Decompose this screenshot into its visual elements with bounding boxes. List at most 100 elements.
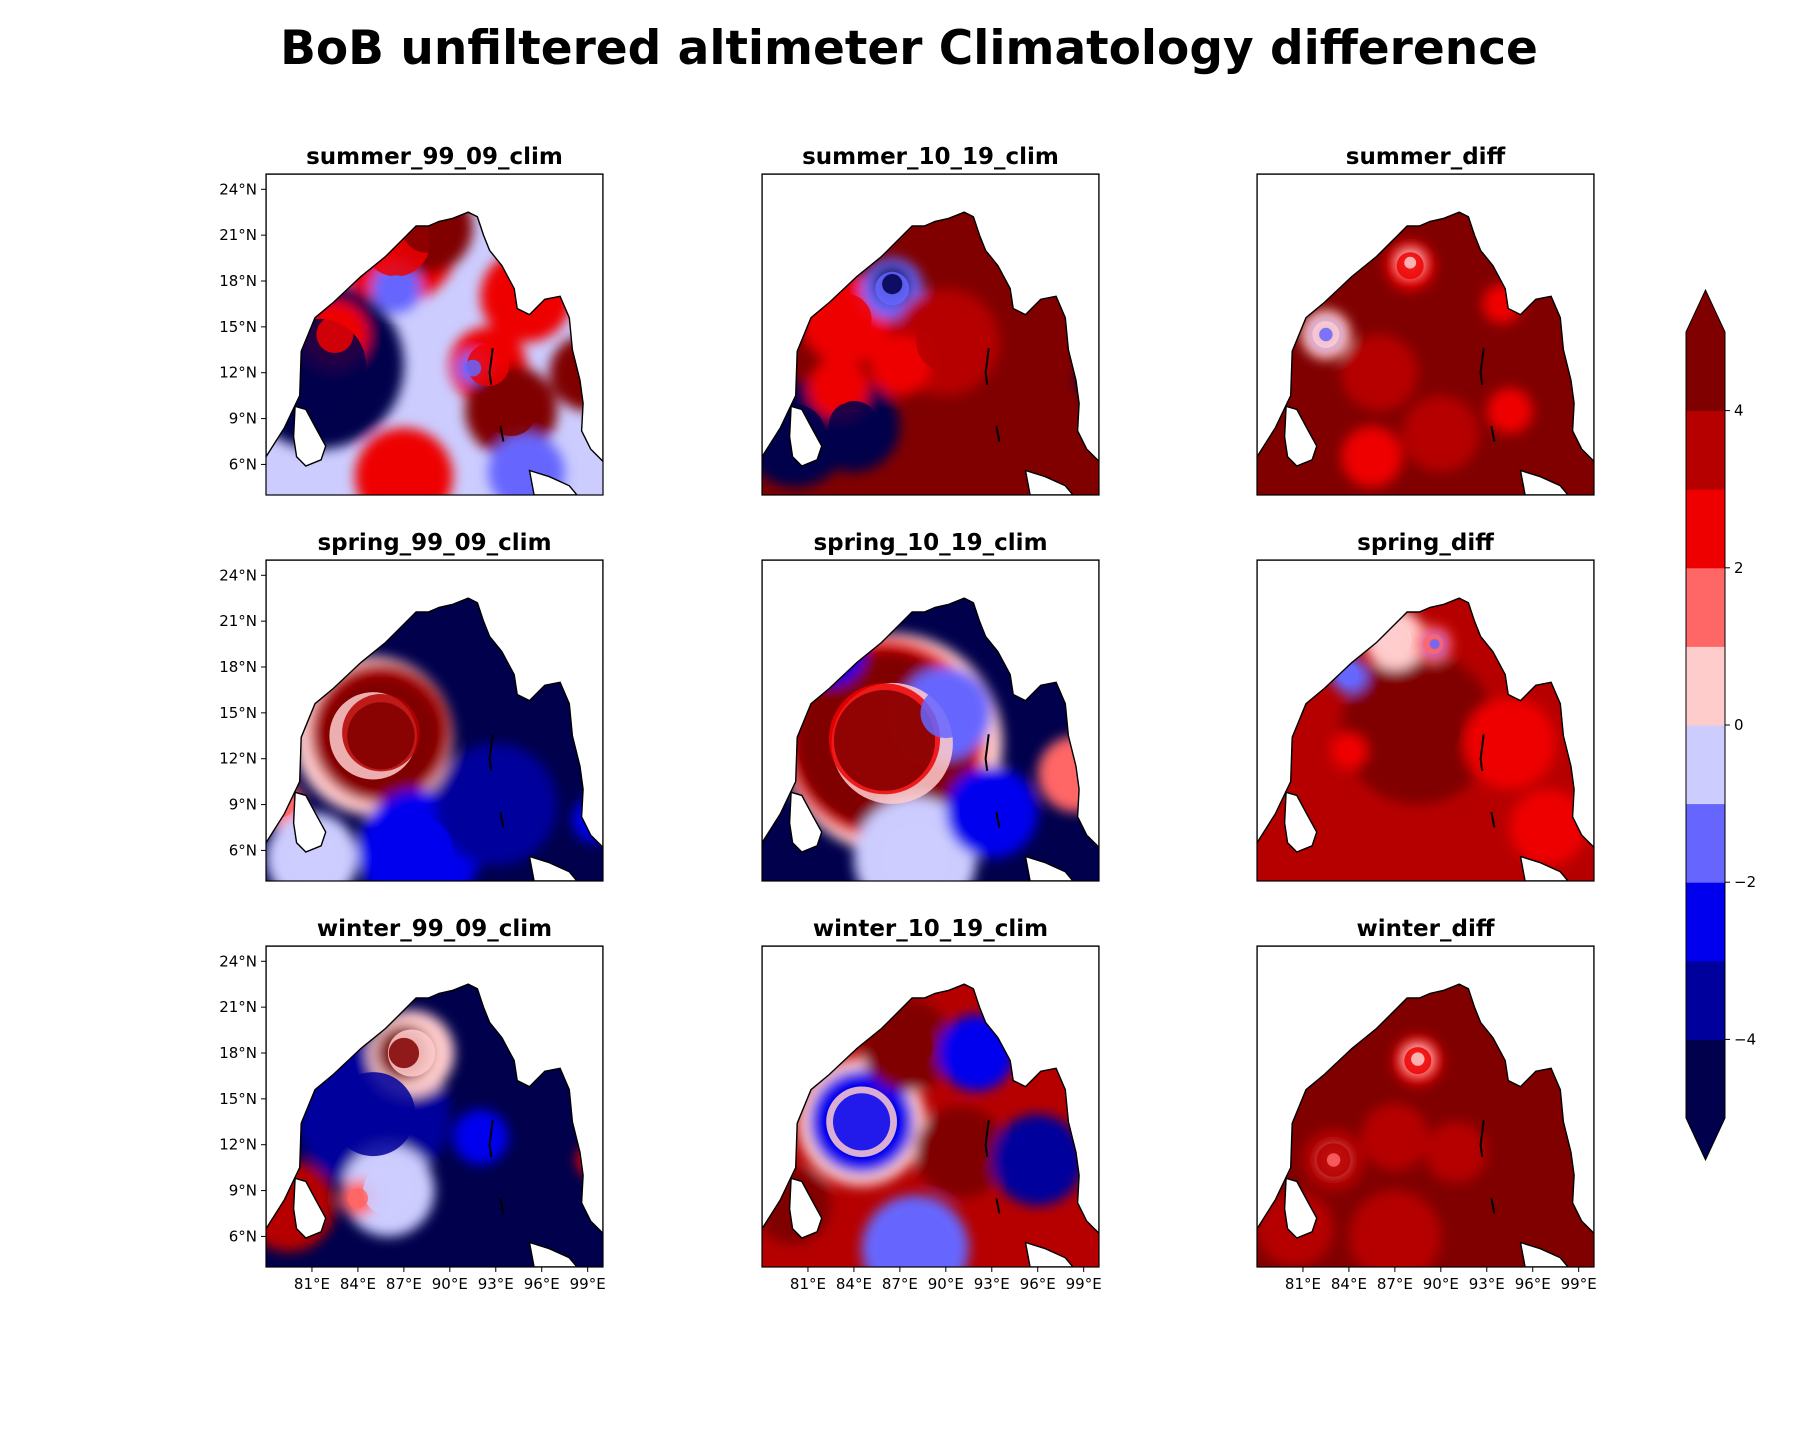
field-anomaly-core [331, 1072, 416, 1157]
lat-tick-label: 12°N [219, 750, 257, 768]
colorbar-tick-label: 4 [1734, 402, 1744, 420]
field-anomaly-core [363, 1165, 414, 1216]
panel-summer_10_19_clim: summer_10_19_clim [761, 144, 1100, 496]
lat-tick-label: 21°N [219, 998, 257, 1016]
field-anomaly-core [1326, 1153, 1341, 1167]
field-anomaly-core [821, 294, 872, 345]
field-anomaly-core [1376, 1118, 1414, 1156]
land-sri-lanka [1283, 1177, 1318, 1239]
panel-title: winter_99_09_clim [317, 916, 552, 942]
land-india-myanmar [762, 174, 1099, 463]
land-sumatra [528, 469, 578, 495]
lat-tick-label: 6°N [229, 455, 257, 473]
colorbar-outline [1685, 288, 1726, 1162]
field-anomaly-core [1375, 686, 1460, 771]
colorbar-extend-max [1686, 290, 1725, 332]
land-sumatra [528, 855, 578, 881]
land-india-myanmar [1257, 174, 1594, 463]
lon-tick-label: 96°E [1020, 1275, 1056, 1293]
nicobar-islands [995, 1198, 1001, 1214]
panel-spring_99_09_clim: spring_99_09_clim 6°N 9°N 12°N 15°N 18°N 21°N 2… [219, 530, 604, 882]
lat-tick-label: 9°N [229, 410, 257, 428]
panel-winter_99_09_clim: winter_99_09_clim 6°N 9°N 12°N 15°N 18°N 21°N 2… [219, 916, 606, 1293]
field-anomaly-core [1419, 412, 1462, 455]
colorbar-tick-label: 2 [1734, 559, 1744, 577]
andaman-islands [488, 1120, 494, 1158]
colorbar-segment [1686, 410, 1725, 490]
nicobar-islands [995, 812, 1001, 828]
colorbar-segment [1686, 725, 1725, 805]
field-anomaly-core [1484, 718, 1536, 769]
panel-frame [1256, 173, 1595, 496]
lon-tick-label: 93°E [974, 1275, 1010, 1293]
land-sri-lanka [292, 791, 327, 853]
land-india-myanmar [266, 946, 603, 1235]
nicobar-islands [995, 426, 1001, 442]
panel-spring_diff: spring_diff [1256, 530, 1595, 882]
nicobar-islands [499, 1198, 505, 1214]
field-anomaly-core [966, 787, 1018, 838]
land-india-myanmar [266, 174, 603, 463]
lat-tick-label: 18°N [219, 272, 257, 290]
andaman-islands [1479, 1120, 1485, 1158]
field-anomaly-core [1439, 1135, 1473, 1170]
lon-tick-label: 81°E [294, 1275, 330, 1293]
field-anomaly-core [465, 1122, 496, 1153]
panel-title: spring_diff [1357, 530, 1494, 556]
andaman-islands [984, 734, 990, 772]
lon-tick-label: 90°E [1423, 1275, 1459, 1293]
lon-tick-label: 90°E [432, 1275, 468, 1293]
lon-tick-label: 93°E [1469, 1275, 1505, 1293]
field-anomaly-core [1355, 440, 1389, 474]
land-sumatra [1024, 855, 1074, 881]
lon-tick-label: 84°E [1331, 1275, 1367, 1293]
panel-frame [265, 945, 604, 1268]
field-anomaly-core [828, 401, 880, 452]
field-anomaly-core [462, 771, 530, 839]
figure-title: BoB unfiltered altimeter Climatology dif… [280, 21, 1538, 76]
colorbar-segment [1686, 803, 1725, 883]
colorbar-segment [1686, 567, 1725, 647]
panel-frame [265, 173, 604, 496]
panel-frame [1256, 559, 1595, 882]
panel-title: winter_diff [1357, 916, 1495, 942]
panel-summer_diff: summer_diff [1256, 144, 1595, 496]
field-anomaly-core [376, 449, 431, 495]
colorbar-segment [1686, 332, 1725, 412]
field-anomaly-core [883, 348, 917, 382]
panel-spring_10_19_clim: spring_10_19_clim [761, 530, 1100, 882]
lat-tick-label: 21°N [219, 226, 257, 244]
land-sri-lanka [292, 405, 327, 467]
lon-tick-label: 96°E [524, 1275, 560, 1293]
colorbar-segment [1686, 489, 1725, 569]
lat-tick-label: 9°N [229, 1182, 257, 1200]
panel-title: summer_diff [1346, 144, 1506, 170]
panel-frame [761, 559, 1100, 882]
field-anomaly-core [382, 275, 410, 303]
panel-frame [1256, 945, 1595, 1268]
lon-tick-label: 87°E [386, 1275, 422, 1293]
land-sri-lanka [788, 1177, 823, 1239]
colorbar: −4 −2 0 2 4 [1685, 288, 1756, 1162]
lat-tick-label: 12°N [219, 364, 257, 382]
panel-winter_10_19_clim: winter_10_19_clim 81°E 84°E 87°E 90°E 93°E 96°… [761, 916, 1102, 1293]
andaman-islands [488, 734, 494, 772]
colorbar-segment [1686, 646, 1725, 726]
andaman-islands [1479, 734, 1485, 772]
lon-tick-label: 87°E [1377, 1275, 1413, 1293]
land-india-myanmar [266, 560, 603, 849]
lat-tick-label: 12°N [219, 1136, 257, 1154]
field-anomaly-core [316, 316, 354, 353]
field-anomaly-core [1012, 1134, 1063, 1186]
field-anomaly-core [1369, 1211, 1421, 1262]
colorbar-extend-min [1686, 1118, 1725, 1160]
field-anomaly-core [467, 344, 510, 387]
lat-tick-label: 18°N [219, 658, 257, 676]
panel-grid: summer_99_09_clim 6°N 9°N 12°N 15°N 18°N 21°N 2… [219, 144, 1597, 1293]
andaman-islands [984, 348, 990, 386]
field-anomaly-core [833, 690, 936, 791]
colorbar-segment [1686, 882, 1725, 962]
field-anomaly-core [1429, 639, 1440, 650]
field-anomaly-core [347, 1188, 368, 1209]
